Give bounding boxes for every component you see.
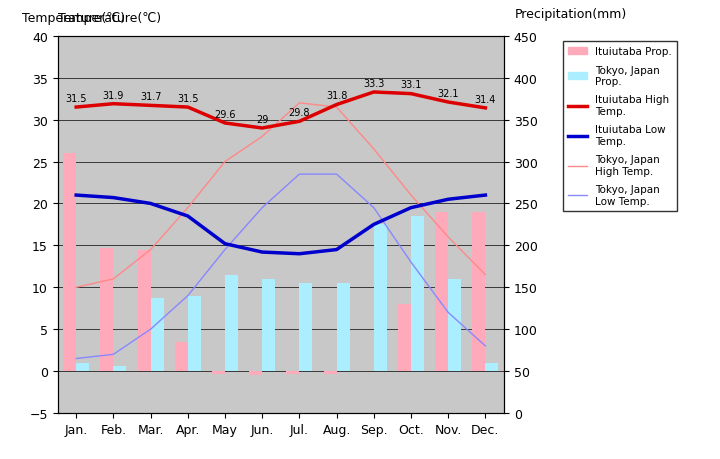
Bar [374, 225, 387, 371]
Text: 33.3: 33.3 [363, 78, 384, 89]
Text: 31.5: 31.5 [66, 94, 87, 104]
Text: 32.1: 32.1 [438, 89, 459, 99]
Bar [63, 154, 76, 371]
Bar [138, 250, 150, 371]
Bar [262, 279, 275, 371]
Legend: Ituiutaba Prop., Tokyo, Japan
Prop., Ituiutaba High
Temp., Ituiutaba Low
Temp., : Ituiutaba Prop., Tokyo, Japan Prop., Itu… [563, 42, 677, 212]
Text: Precipitation(mm): Precipitation(mm) [515, 8, 627, 21]
Bar [113, 366, 127, 371]
Text: 31.7: 31.7 [140, 92, 161, 102]
Text: Temperature(℃): Temperature(℃) [22, 12, 125, 25]
Text: 29.8: 29.8 [289, 108, 310, 118]
Text: 29: 29 [256, 115, 269, 124]
Bar [175, 342, 188, 371]
Bar [287, 371, 300, 375]
Bar [212, 371, 225, 375]
Text: 31.4: 31.4 [474, 95, 496, 105]
Bar [300, 284, 312, 371]
Bar [398, 304, 411, 371]
Bar [411, 217, 424, 371]
Bar [225, 275, 238, 371]
Text: 29.6: 29.6 [215, 110, 235, 119]
Bar [435, 213, 448, 371]
Bar [323, 371, 336, 375]
Text: 31.8: 31.8 [326, 91, 347, 101]
Bar [188, 296, 201, 371]
Bar [336, 284, 350, 371]
Text: Temperature(℃): Temperature(℃) [58, 12, 161, 25]
Bar [448, 279, 462, 371]
Bar [150, 298, 163, 371]
Text: 33.1: 33.1 [400, 80, 422, 90]
Bar [76, 363, 89, 371]
Bar [100, 248, 113, 371]
Bar [249, 371, 262, 375]
Bar [472, 213, 485, 371]
Bar [485, 363, 498, 371]
Text: 31.9: 31.9 [103, 90, 124, 101]
Text: 31.5: 31.5 [177, 94, 199, 104]
